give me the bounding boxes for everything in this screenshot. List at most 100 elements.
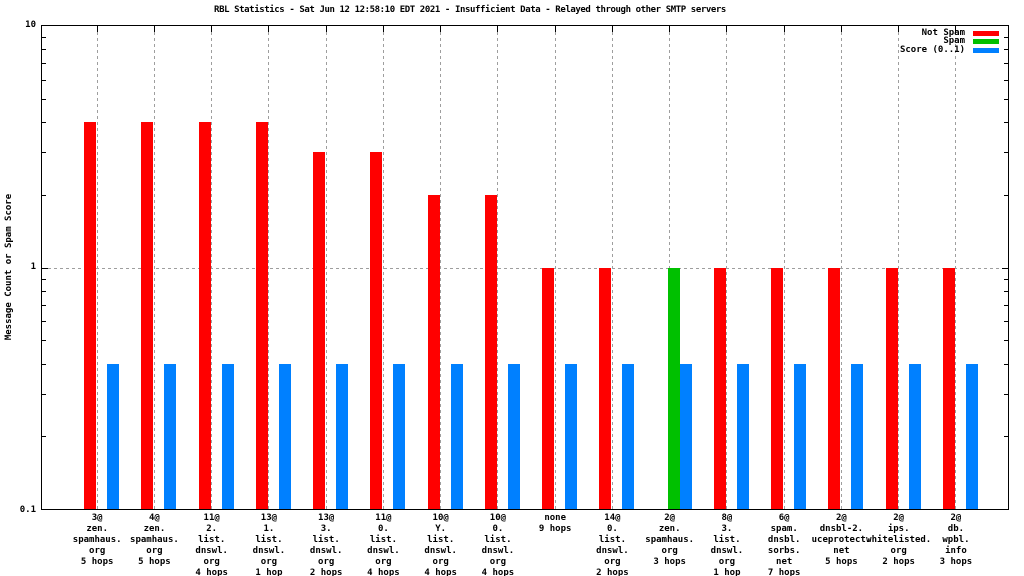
bar-score-0-1--14	[908, 363, 921, 509]
x-gridline	[783, 26, 785, 509]
y-minor-tick	[42, 363, 46, 365]
y-minor-tick	[42, 79, 46, 81]
x-category-label: 2@ db. wpbl. info 3 hops	[939, 513, 973, 567]
x-tick-mark	[554, 26, 556, 32]
y-minor-tick	[42, 340, 46, 342]
x-category-label: 11@ 0. list. dnswl. org 4 hops	[367, 513, 400, 576]
x-category-label: none 9 hops	[538, 513, 572, 534]
y-minor-tick	[42, 393, 46, 395]
x-gridline	[325, 26, 327, 509]
y-minor-tick	[42, 304, 46, 306]
bar-not-spam-15	[942, 267, 955, 509]
x-category-label: 14@ 0. list. dnswl. org 2 hops	[596, 513, 629, 576]
x-tick-mark	[96, 26, 98, 32]
bar-not-spam-13	[828, 267, 841, 509]
legend-swatch-score	[973, 47, 999, 53]
bar-score-0-1--5	[393, 363, 406, 509]
bar-not-spam-5	[370, 152, 383, 509]
legend-row-spam: Spam	[900, 36, 999, 47]
y-minor-tick	[1004, 63, 1008, 65]
x-gridline	[382, 26, 384, 509]
bar-not-spam-11	[713, 267, 726, 509]
x-category-label: 13@ 3. list. dnswl. org 2 hops	[309, 513, 343, 576]
legend-row-score: Score (0..1)	[900, 45, 999, 55]
x-tick-mark	[669, 26, 671, 32]
bar-score-0-1--15	[965, 363, 978, 509]
bar-score-0-1--8	[565, 363, 578, 509]
y-minor-tick	[42, 152, 46, 154]
bar-not-spam-1	[141, 122, 154, 509]
y-major-tick	[42, 267, 48, 269]
legend-row-not-spam: Not Spam	[900, 27, 999, 38]
plot-area	[41, 25, 1009, 510]
y-minor-tick	[42, 49, 46, 51]
bar-not-spam-9	[599, 267, 612, 509]
legend-swatch-not-spam	[973, 30, 999, 36]
bar-not-spam-3	[255, 122, 268, 509]
x-tick-mark	[783, 26, 785, 32]
y-major-tick	[1002, 267, 1008, 269]
y-minor-tick	[42, 37, 46, 39]
bar-score-0-1--9	[622, 363, 635, 509]
y-minor-tick	[42, 194, 46, 196]
y-minor-tick	[1004, 278, 1008, 280]
y-minor-tick	[1004, 152, 1008, 154]
bar-score-0-1--7	[507, 363, 520, 509]
bar-score-0-1--1	[164, 363, 177, 509]
y-minor-tick	[1004, 290, 1008, 292]
bar-not-spam-2	[198, 122, 211, 509]
x-tick-mark	[211, 26, 213, 32]
x-gridline	[211, 26, 213, 509]
y-minor-tick	[1004, 37, 1008, 39]
x-tick-mark	[611, 26, 613, 32]
bar-score-0-1--13	[851, 363, 864, 509]
legend: Not Spam Spam Score (0..1)	[900, 27, 999, 55]
x-category-label: 8@ 3. list. dnswl. org 1 hop	[710, 513, 744, 576]
x-category-label: 4@ zen. spamhaus. org 5 hops	[130, 513, 179, 567]
x-tick-mark	[955, 26, 957, 32]
x-tick-mark	[382, 26, 384, 32]
y-minor-tick	[42, 290, 46, 292]
x-gridline	[440, 26, 442, 509]
y-minor-tick	[1004, 304, 1008, 306]
y-minor-tick	[1004, 393, 1008, 395]
bar-score-0-1--0	[107, 363, 120, 509]
y-minor-tick	[1004, 122, 1008, 124]
y-tick-label-0.1: 0.1	[19, 505, 36, 515]
y-minor-tick	[1004, 194, 1008, 196]
x-tick-mark	[268, 26, 270, 32]
x-tick-mark	[325, 26, 327, 32]
x-gridline	[268, 26, 270, 509]
x-tick-mark	[440, 26, 442, 32]
y-minor-tick	[1004, 340, 1008, 342]
y-minor-tick	[1004, 363, 1008, 365]
x-gridline	[898, 26, 900, 509]
x-gridline	[840, 26, 842, 509]
x-gridline	[554, 26, 556, 509]
x-gridline	[611, 26, 613, 509]
legend-label-not-spam: Not Spam	[921, 27, 965, 38]
x-tick-mark	[840, 26, 842, 32]
bar-not-spam-8	[542, 267, 555, 509]
bar-score-0-1--2	[221, 363, 234, 509]
x-tick-mark	[726, 26, 728, 32]
y-minor-tick	[42, 122, 46, 124]
chart-title: RBL Statistics - Sat Jun 12 12:58:10 EDT…	[214, 5, 726, 15]
bar-score-0-1--3	[278, 363, 291, 509]
x-gridline	[955, 26, 957, 509]
x-category-label: 2@ dnsbl-2. uceprotect. net 5 hops	[811, 513, 872, 567]
y-minor-tick	[1004, 321, 1008, 323]
y-gridline	[42, 268, 1008, 269]
legend-label-spam: Spam	[943, 36, 965, 47]
y-minor-tick	[42, 98, 46, 100]
x-category-label: 6@ spam. dnsbl. sorbs. net 7 hops	[767, 513, 801, 576]
y-minor-tick	[1004, 436, 1008, 438]
bar-spam-10	[667, 267, 680, 509]
bar-not-spam-12	[771, 267, 784, 509]
y-minor-tick	[42, 321, 46, 323]
y-minor-tick	[1004, 49, 1008, 51]
x-tick-mark	[153, 26, 155, 32]
bar-not-spam-7	[484, 194, 497, 509]
bar-not-spam-6	[427, 194, 440, 509]
y-minor-tick	[42, 436, 46, 438]
